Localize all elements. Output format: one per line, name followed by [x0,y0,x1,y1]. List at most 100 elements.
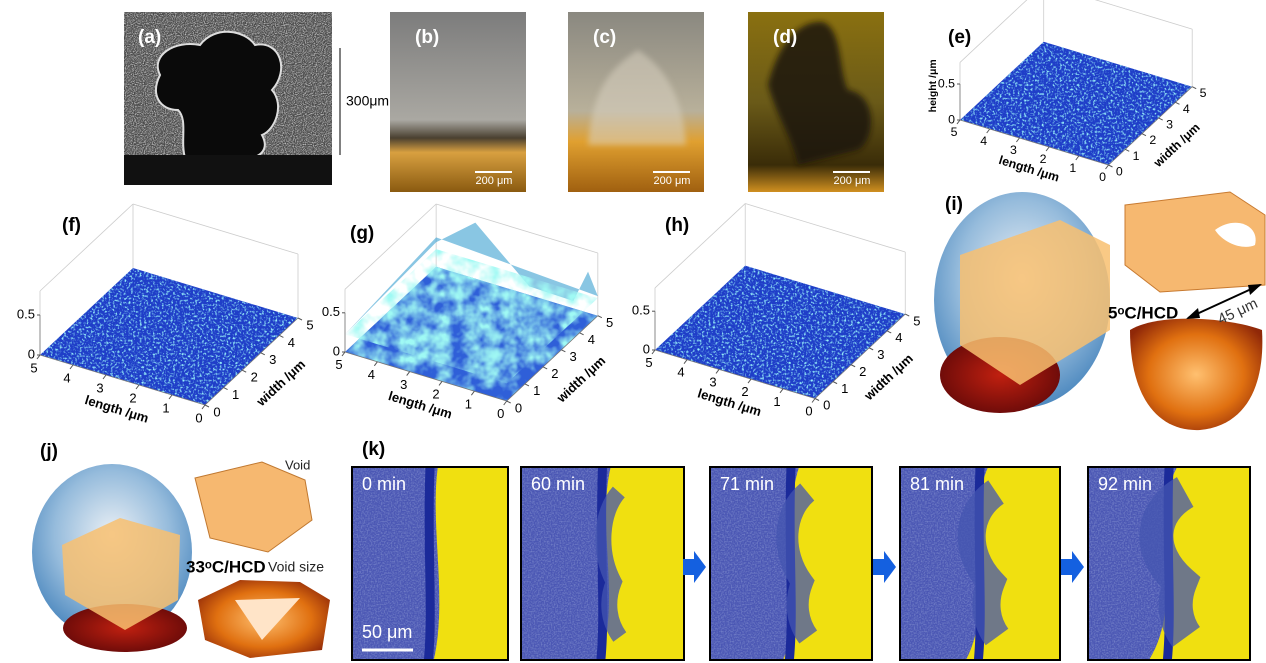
width-title: width /μm [553,353,608,406]
length-tick-label: 3 [96,380,103,395]
length-tick-label: 5 [951,125,958,139]
length-tick [748,379,751,383]
panel-label: (f) [62,215,81,236]
length-tick [169,395,172,399]
length-tick [504,401,507,405]
width-tick [1142,134,1146,136]
void-size-label: Void size [268,559,324,575]
width-tick [1125,149,1129,151]
length-tick-label: 1 [773,394,780,409]
width-tick-label: 4 [288,335,295,350]
z-tick-label: 0 [28,346,35,361]
micrograph [390,12,526,192]
length-tick-label: 0 [195,410,202,425]
panel-label: (h) [665,215,689,236]
length-tick [684,360,687,364]
length-tick-label: 5 [645,355,652,370]
width-tick-label: 3 [877,347,884,362]
length-tick-label: 3 [709,374,716,389]
scale-bar-label: 300μm [346,93,389,109]
deposit [434,467,508,660]
width-tick-label: 5 [1200,86,1207,100]
length-tick [1046,147,1049,151]
length-tick [1016,138,1019,142]
panel-label: (j) [40,441,58,462]
width-tick [580,333,584,335]
width-tick-label: 0 [823,398,830,413]
length-tick [136,385,139,389]
void-cube-small [195,462,312,552]
length-tick-label: 2 [129,390,136,405]
length-tick-label: 2 [1040,152,1047,166]
length-tick [103,375,106,379]
length-title: length /μm [83,392,150,426]
width-tick-label: 5 [306,317,313,332]
length-tick [407,372,410,376]
length-tick [342,352,345,356]
width-tick-label: 1 [232,387,239,402]
length-tick [439,381,442,385]
width-tick [1109,165,1113,167]
substrate [124,155,332,185]
length-tick-label: 5 [335,357,342,372]
box-edge [133,204,298,254]
width-tick [224,388,228,390]
length-tick-label: 3 [400,377,407,392]
length-title: length /μm [387,388,454,422]
length-tick-label: 5 [30,360,37,375]
frame-time: 81 min [910,474,964,494]
width-tick [561,350,565,352]
z-tick-label: 0.5 [322,304,340,319]
length-tick [374,362,377,366]
width-tick-label: 4 [588,332,595,347]
scale-bar-label: 200 μm [834,175,871,187]
width-tick [279,335,283,337]
width-tick-label: 2 [859,364,866,379]
panel-label: (k) [362,439,385,460]
length-tick-label: 1 [1069,161,1076,175]
length-tick [1076,156,1079,160]
length-tick [812,399,815,403]
z-tick-label: 0.5 [17,306,35,321]
width-tick-label: 5 [606,315,613,330]
length-title: length /μm [696,386,763,420]
length-tick [780,389,783,393]
width-tick-label: 3 [570,349,577,364]
width-title: width /μm [860,351,915,404]
length-tick [202,405,205,409]
width-tick [1159,118,1163,120]
frame-time: 92 min [1098,474,1152,494]
width-tick [833,382,837,384]
scale-bar-label: 50 μm [362,622,412,642]
width-tick [525,384,529,386]
box-edge [40,204,133,291]
length-tick-label: 2 [741,384,748,399]
width-tick [851,365,855,367]
length-tick-label: 1 [465,396,472,411]
box-edge [960,0,1044,62]
void-blob [1130,319,1262,430]
surface-texture [40,268,298,405]
sequence-arrow [1061,551,1084,583]
length-tick-label: 4 [63,370,70,385]
width-tick-label: 3 [1166,117,1173,131]
width-tick-label: 2 [551,366,558,381]
length-tick-label: 4 [980,134,987,148]
void-label: Void [285,457,310,472]
width-tick [543,367,547,369]
width-tick [887,331,891,333]
surface-texture [960,42,1192,165]
length-tick-label: 0 [805,404,812,419]
length-tick-label: 0 [1099,170,1106,184]
figure: (a)300μm(b)200 μm(c)200 μm(d)200 μm0.505… [0,0,1266,663]
width-tick-label: 5 [913,313,920,328]
arrow-head [1248,284,1262,295]
length-tick-label: 4 [677,365,684,380]
length-tick [1106,165,1109,169]
z-tick-label: 0.5 [632,303,650,318]
length-tick [957,120,960,124]
surface-texture [655,266,905,399]
length-tick-label: 1 [162,400,169,415]
arrow-head [1186,308,1200,319]
sequence-arrow [873,551,896,583]
